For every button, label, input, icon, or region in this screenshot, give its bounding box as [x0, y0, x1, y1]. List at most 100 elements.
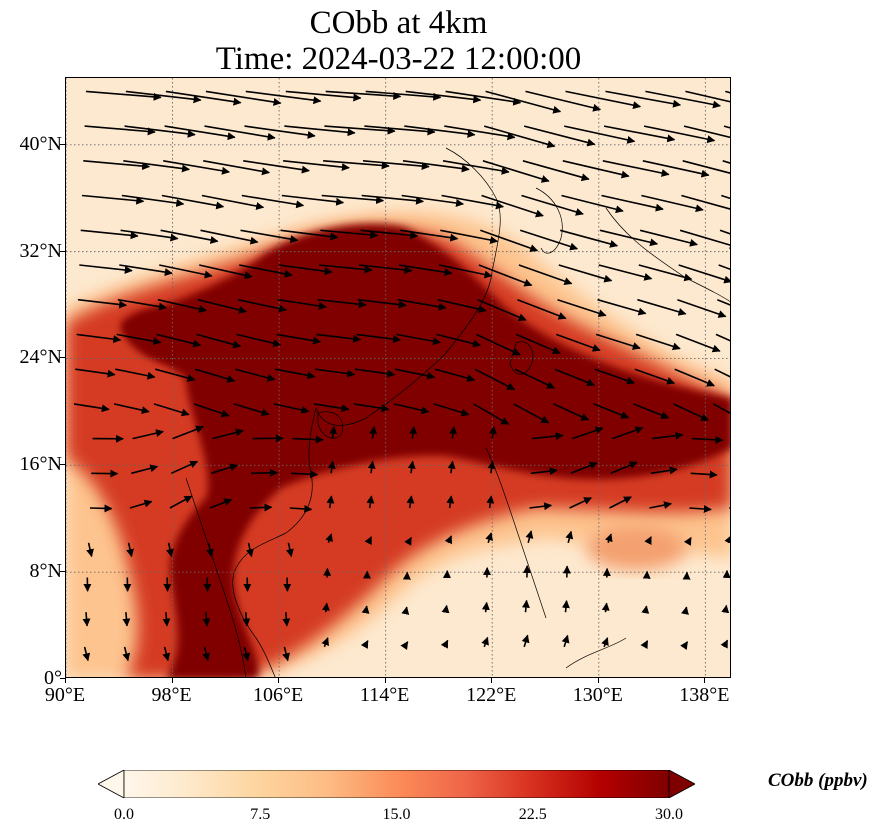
- x-tick-label: 130°E: [572, 684, 623, 706]
- wind-arrow: [675, 333, 721, 353]
- wind-arrow: [599, 229, 659, 247]
- japan-coast: [605, 207, 730, 302]
- wind-arrow: [320, 229, 379, 239]
- wind-arrow: [515, 333, 561, 355]
- wind-arrow: [156, 333, 202, 348]
- wind-arrow: [485, 532, 493, 544]
- wind-arrow: [353, 403, 390, 413]
- wind-arrow: [85, 90, 162, 101]
- wind-arrow: [367, 460, 376, 474]
- wind-arrow: [721, 604, 730, 614]
- wind-arrow: [393, 403, 430, 415]
- wind-arrow: [236, 333, 282, 348]
- wind-arrow: [245, 90, 322, 105]
- wind-arrow: [595, 333, 641, 350]
- wind-arrow: [86, 542, 94, 558]
- wind-arrow: [720, 639, 729, 649]
- x-tick-label: 114°E: [359, 684, 410, 706]
- y-tick-label: 24°N: [19, 346, 62, 369]
- wind-arrow: [321, 637, 329, 648]
- map-canvas: [66, 78, 730, 677]
- wind-arrow: [319, 264, 373, 274]
- y-tick-mark: [60, 357, 65, 359]
- wind-arrow: [396, 333, 441, 346]
- wind-arrow: [365, 90, 442, 101]
- wind-arrow: [407, 460, 416, 474]
- x-tick-mark: [278, 678, 280, 683]
- wind-arrow: [602, 160, 670, 177]
- y-tick-mark: [60, 250, 65, 252]
- wind-arrow: [690, 470, 718, 479]
- wind-arrow: [163, 160, 230, 175]
- wind-arrow: [364, 536, 373, 546]
- wind-arrow: [123, 160, 190, 173]
- wind-arrow: [119, 264, 173, 277]
- wind-arrow: [313, 403, 350, 413]
- wind-arrow: [124, 125, 196, 138]
- wind-arrow: [361, 194, 424, 205]
- gulf-thailand-coast: [232, 532, 287, 677]
- wind-arrow: [603, 125, 676, 143]
- wind-arrow: [650, 466, 678, 475]
- wind-arrow: [162, 646, 171, 662]
- wind-arrow: [239, 264, 293, 278]
- wind-arrow: [277, 298, 327, 310]
- wind-arrow: [404, 125, 476, 138]
- wind-arrow: [282, 612, 291, 627]
- wind-arrow: [165, 90, 242, 106]
- wind-arrow: [129, 499, 153, 509]
- wind-arrow: [436, 333, 481, 348]
- wind-arrow: [317, 298, 367, 309]
- wind-arrow: [561, 600, 570, 613]
- wind-arrow: [237, 298, 287, 313]
- wind-arrow: [715, 333, 730, 342]
- wind-arrow: [212, 428, 244, 440]
- colorbar-extend-high: [668, 769, 696, 799]
- wind-arrow: [323, 160, 390, 170]
- wind-arrow: [329, 425, 338, 439]
- wind-arrow: [394, 368, 436, 380]
- colorbar: [97, 769, 696, 799]
- wind-arrow: [402, 160, 470, 173]
- x-tick-mark: [171, 678, 173, 683]
- wind-arrow: [357, 298, 407, 309]
- wind-arrow: [488, 425, 497, 439]
- colorbar-tick-label: 30.0: [655, 806, 683, 823]
- wind-arrow: [166, 542, 174, 558]
- wind-arrow: [571, 426, 604, 440]
- wind-arrow: [444, 535, 453, 545]
- wind-arrow: [314, 368, 356, 378]
- wind-arrow: [570, 461, 598, 475]
- wind-arrow: [483, 125, 556, 149]
- wind-arrow: [475, 333, 521, 356]
- wind-arrow: [685, 90, 730, 103]
- y-tick-mark: [60, 678, 65, 679]
- borneo-coast: [565, 637, 627, 669]
- wind-arrow: [170, 460, 199, 475]
- wind-arrow: [521, 634, 530, 648]
- wind-arrow: [530, 467, 558, 476]
- wind-arrow: [409, 425, 417, 439]
- y-tick-label: 40°N: [19, 132, 62, 155]
- wind-arrow: [241, 194, 305, 209]
- wind-arrow: [326, 495, 335, 509]
- wind-arrow: [75, 368, 116, 378]
- x-tick-label: 90°E: [44, 684, 86, 706]
- wind-arrow: [325, 90, 402, 101]
- wind-arrow: [397, 298, 447, 311]
- wind-arrow: [82, 612, 91, 627]
- wind-arrow: [284, 125, 356, 137]
- wind-arrow: [233, 403, 270, 417]
- map-panel: [65, 77, 731, 678]
- wind-arrow: [611, 426, 644, 440]
- wind-arrow: [201, 194, 265, 210]
- wind-arrow: [251, 468, 279, 477]
- x-tick-mark: [597, 678, 599, 683]
- wind-arrow: [249, 503, 273, 512]
- wind-arrow: [674, 368, 715, 387]
- title-line-1: CObb at 4km: [309, 5, 488, 41]
- wind-arrow: [564, 125, 636, 144]
- wind-arrow: [205, 90, 282, 106]
- wind-arrow: [366, 495, 375, 509]
- wind-arrow: [77, 298, 128, 309]
